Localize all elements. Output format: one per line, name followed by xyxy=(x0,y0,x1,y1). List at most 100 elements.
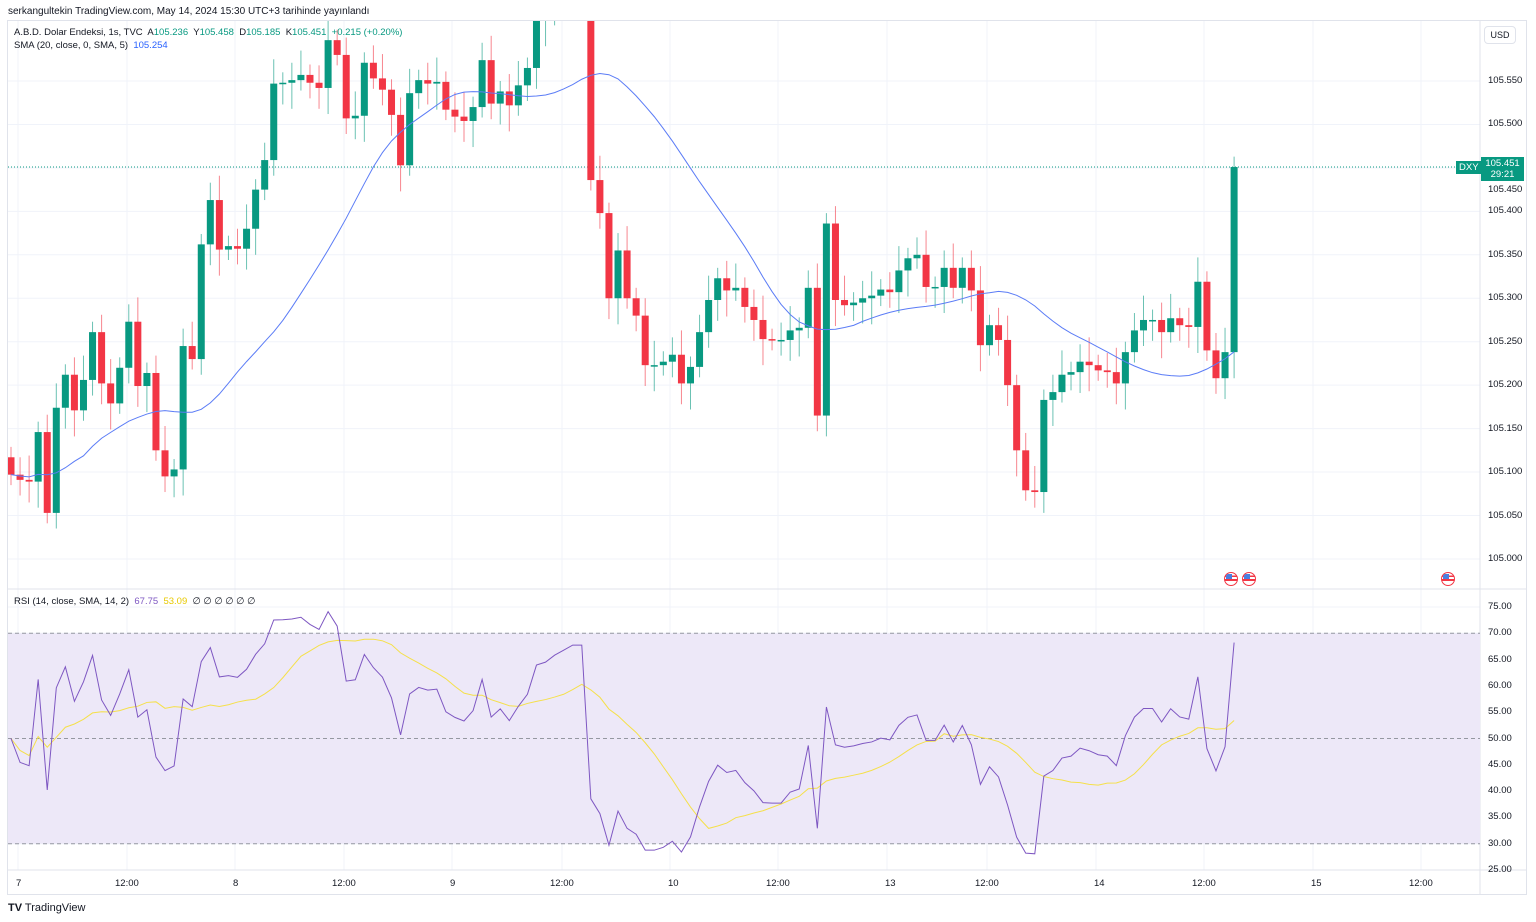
candle-down[interactable] xyxy=(215,200,223,250)
candle-up[interactable] xyxy=(469,107,477,121)
candle-up[interactable] xyxy=(859,298,867,303)
candle-down[interactable] xyxy=(315,82,323,88)
candle-up[interactable] xyxy=(1140,319,1147,331)
rsi-legend[interactable]: RSI (14, close, SMA, 14, 2) 67.75 53.09 … xyxy=(14,596,255,607)
candle-up[interactable] xyxy=(850,302,858,306)
currency-button[interactable]: USD xyxy=(1484,26,1516,44)
candle-down[interactable] xyxy=(759,319,767,340)
candle-down[interactable] xyxy=(107,383,115,404)
candle-up[interactable] xyxy=(61,374,69,408)
candle-up[interactable] xyxy=(532,20,540,68)
candle-up[interactable] xyxy=(89,332,97,380)
candle-up[interactable] xyxy=(179,346,187,470)
candle-up[interactable] xyxy=(433,81,441,84)
candle-down[interactable] xyxy=(741,287,749,307)
candle-up[interactable] xyxy=(116,367,124,404)
candle-up[interactable] xyxy=(1076,361,1084,373)
candle-up[interactable] xyxy=(1121,352,1129,384)
candle-up[interactable] xyxy=(52,407,60,513)
candle-down[interactable] xyxy=(1112,372,1120,384)
candle-up[interactable] xyxy=(243,228,251,249)
candle-down[interactable] xyxy=(1004,339,1012,386)
candle-down[interactable] xyxy=(677,354,685,384)
candle-down[interactable] xyxy=(451,109,459,117)
candle-up[interactable] xyxy=(958,267,966,288)
candle-up[interactable] xyxy=(125,321,133,368)
candle-down[interactable] xyxy=(768,339,776,341)
candle-up[interactable] xyxy=(360,62,368,116)
candle-down[interactable] xyxy=(161,450,169,477)
candle-up[interactable] xyxy=(224,246,232,250)
candle-up[interactable] xyxy=(496,91,504,104)
candle-up[interactable] xyxy=(560,0,567,3)
candle-down[interactable] xyxy=(98,332,106,384)
candle-down[interactable] xyxy=(995,325,1003,340)
candle-up[interactable] xyxy=(777,339,785,342)
candle-up[interactable] xyxy=(795,327,803,331)
candle-up[interactable] xyxy=(714,278,722,300)
us-flag-icon[interactable] xyxy=(1224,572,1238,586)
candle-up[interactable] xyxy=(197,244,205,360)
candle-down[interactable] xyxy=(949,267,957,288)
candle-down[interactable] xyxy=(632,298,640,316)
candle-up[interactable] xyxy=(1058,374,1066,393)
candle-down[interactable] xyxy=(641,315,649,366)
candle-down[interactable] xyxy=(25,479,33,482)
candle-up[interactable] xyxy=(985,325,993,346)
candle-down[interactable] xyxy=(134,321,142,387)
candle-up[interactable] xyxy=(614,250,622,299)
candle-down[interactable] xyxy=(342,54,350,119)
candle-up[interactable] xyxy=(79,379,87,411)
candle-down[interactable] xyxy=(424,80,432,84)
candle-down[interactable] xyxy=(596,180,604,214)
candle-up[interactable] xyxy=(270,83,278,161)
candle-up[interactable] xyxy=(1194,281,1202,327)
candle-up[interactable] xyxy=(659,361,667,366)
candle-up[interactable] xyxy=(406,93,414,166)
candle-up[interactable] xyxy=(940,267,948,287)
candle-down[interactable] xyxy=(922,254,930,287)
candle-up[interactable] xyxy=(804,287,812,328)
candle-down[interactable] xyxy=(505,91,513,106)
candle-up[interactable] xyxy=(1167,318,1175,333)
candle-down[interactable] xyxy=(333,40,341,55)
us-flag-icon[interactable] xyxy=(1441,572,1455,586)
candle-up[interactable] xyxy=(904,258,912,271)
candle-up[interactable] xyxy=(786,330,794,340)
candle-down[interactable] xyxy=(16,474,24,480)
candle-down[interactable] xyxy=(1031,490,1039,493)
symbol-legend[interactable]: A.B.D. Dolar Endeksi, 1s, TVC A105.236 Y… xyxy=(14,27,402,38)
candle-down[interactable] xyxy=(234,246,241,249)
candle-up[interactable] xyxy=(931,286,939,289)
candle-up[interactable] xyxy=(1149,319,1157,322)
candle-down[interactable] xyxy=(813,287,821,416)
candle-down[interactable] xyxy=(967,267,975,291)
candle-up[interactable] xyxy=(288,80,296,83)
candle-up[interactable] xyxy=(170,469,178,477)
candle-down[interactable] xyxy=(831,223,839,300)
candle-down[interactable] xyxy=(1085,361,1093,366)
us-flag-icon[interactable] xyxy=(1242,572,1256,586)
sma-legend[interactable]: SMA (20, close, 0, SMA, 5) 105.254 xyxy=(14,40,168,51)
candle-down[interactable] xyxy=(43,432,51,513)
candle-up[interactable] xyxy=(822,223,830,416)
candle-down[interactable] xyxy=(487,60,495,104)
candle-up[interactable] xyxy=(1049,392,1057,400)
candle-down[interactable] xyxy=(306,74,314,83)
candle-down[interactable] xyxy=(378,78,386,90)
candle-down[interactable] xyxy=(886,289,894,293)
candle-down[interactable] xyxy=(1013,385,1021,451)
candle-up[interactable] xyxy=(1067,372,1075,375)
candle-up[interactable] xyxy=(34,432,42,482)
candle-up[interactable] xyxy=(687,366,694,384)
candle-down[interactable] xyxy=(1176,318,1184,326)
candle-down[interactable] xyxy=(442,81,450,110)
candle-up[interactable] xyxy=(650,365,658,367)
candle-up[interactable] xyxy=(868,295,876,299)
candle-up[interactable] xyxy=(1221,352,1229,379)
candle-down[interactable] xyxy=(369,62,377,79)
candle-up[interactable] xyxy=(279,82,287,85)
candle-down[interactable] xyxy=(605,213,613,299)
candle-up[interactable] xyxy=(261,160,269,190)
candle-up[interactable] xyxy=(895,270,903,293)
